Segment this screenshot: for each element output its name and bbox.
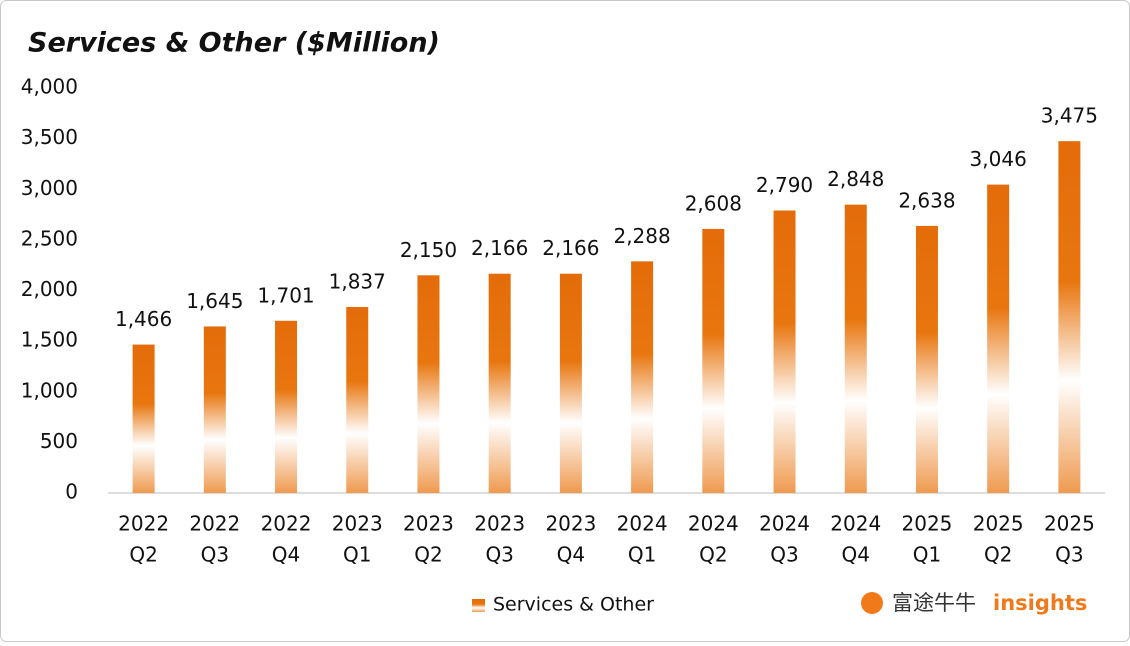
x-tick-label: Q3 bbox=[1055, 543, 1083, 567]
bar bbox=[773, 210, 796, 493]
x-tick-label: Q2 bbox=[414, 543, 442, 567]
value-label: 2,288 bbox=[613, 224, 670, 248]
y-tick-label: 3,500 bbox=[21, 125, 78, 149]
x-tick-label: 2022 bbox=[118, 512, 169, 536]
x-tick-label: Q4 bbox=[557, 543, 585, 567]
value-label: 1,837 bbox=[329, 270, 386, 294]
x-tick-label: 2025 bbox=[973, 512, 1024, 536]
bar bbox=[488, 273, 511, 493]
y-tick-label: 500 bbox=[40, 429, 78, 453]
bar bbox=[915, 225, 938, 493]
x-tick-label: 2023 bbox=[474, 512, 525, 536]
bar bbox=[417, 275, 440, 493]
x-tick-label: 2024 bbox=[759, 512, 810, 536]
x-tick-label: Q1 bbox=[913, 543, 941, 567]
x-tick-label: Q3 bbox=[770, 543, 798, 567]
bar bbox=[559, 273, 582, 493]
x-tick-label: 2022 bbox=[261, 512, 312, 536]
watermark-logo bbox=[861, 592, 883, 614]
x-tick-label: 2024 bbox=[688, 512, 739, 536]
x-tick-label: Q2 bbox=[129, 543, 157, 567]
x-tick-label: 2023 bbox=[545, 512, 596, 536]
y-tick-label: 4,000 bbox=[21, 75, 78, 99]
value-label: 2,848 bbox=[827, 167, 884, 191]
value-label: 2,166 bbox=[542, 236, 599, 260]
value-label: 2,638 bbox=[898, 188, 955, 212]
bar bbox=[346, 307, 369, 493]
x-tick-label: 2024 bbox=[830, 512, 881, 536]
x-tick-label: Q1 bbox=[343, 543, 371, 567]
value-label: 3,046 bbox=[970, 147, 1027, 171]
bar bbox=[844, 204, 867, 493]
y-tick-label: 1,000 bbox=[21, 378, 78, 402]
watermark-text: 富途牛牛 bbox=[892, 591, 976, 615]
y-tick-label: 2,500 bbox=[21, 226, 78, 250]
x-tick-label: 2023 bbox=[332, 512, 383, 536]
x-tick-label: Q3 bbox=[201, 543, 229, 567]
value-label: 2,166 bbox=[471, 236, 528, 260]
bar bbox=[631, 261, 654, 493]
chart-title: Services & Other ($Million) bbox=[28, 28, 440, 59]
legend-swatch bbox=[472, 599, 485, 612]
value-label: 3,475 bbox=[1041, 104, 1098, 128]
legend-label: Services & Other bbox=[493, 594, 654, 616]
y-tick-label: 2,000 bbox=[21, 277, 78, 301]
value-label: 1,701 bbox=[257, 283, 314, 307]
y-tick-label: 1,500 bbox=[21, 328, 78, 352]
value-label: 2,790 bbox=[756, 173, 813, 197]
value-label: 2,150 bbox=[400, 238, 457, 262]
bar bbox=[987, 184, 1010, 493]
x-tick-label: Q4 bbox=[272, 543, 300, 567]
watermark-text: insights bbox=[993, 591, 1087, 615]
bar bbox=[275, 320, 298, 493]
bar bbox=[702, 228, 725, 493]
y-tick-label: 0 bbox=[65, 480, 78, 504]
bar bbox=[1058, 141, 1081, 493]
x-tick-label: 2024 bbox=[617, 512, 668, 536]
x-tick-label: 2023 bbox=[403, 512, 454, 536]
x-tick-label: Q2 bbox=[699, 543, 727, 567]
x-tick-label: Q3 bbox=[485, 543, 513, 567]
x-tick-label: 2025 bbox=[902, 512, 953, 536]
bar bbox=[132, 344, 155, 493]
watermark: 富途牛牛 insights bbox=[861, 591, 1087, 615]
x-tick-label: 2025 bbox=[1044, 512, 1095, 536]
x-tick-label: Q2 bbox=[984, 543, 1012, 567]
bar bbox=[203, 326, 226, 493]
y-tick-label: 3,000 bbox=[21, 176, 78, 200]
x-tick-label: Q4 bbox=[842, 543, 870, 567]
value-label: 2,608 bbox=[685, 191, 742, 215]
value-label: 1,466 bbox=[115, 307, 172, 331]
x-tick-label: Q1 bbox=[628, 543, 656, 567]
x-tick-label: 2022 bbox=[189, 512, 240, 536]
value-label: 1,645 bbox=[186, 289, 243, 313]
